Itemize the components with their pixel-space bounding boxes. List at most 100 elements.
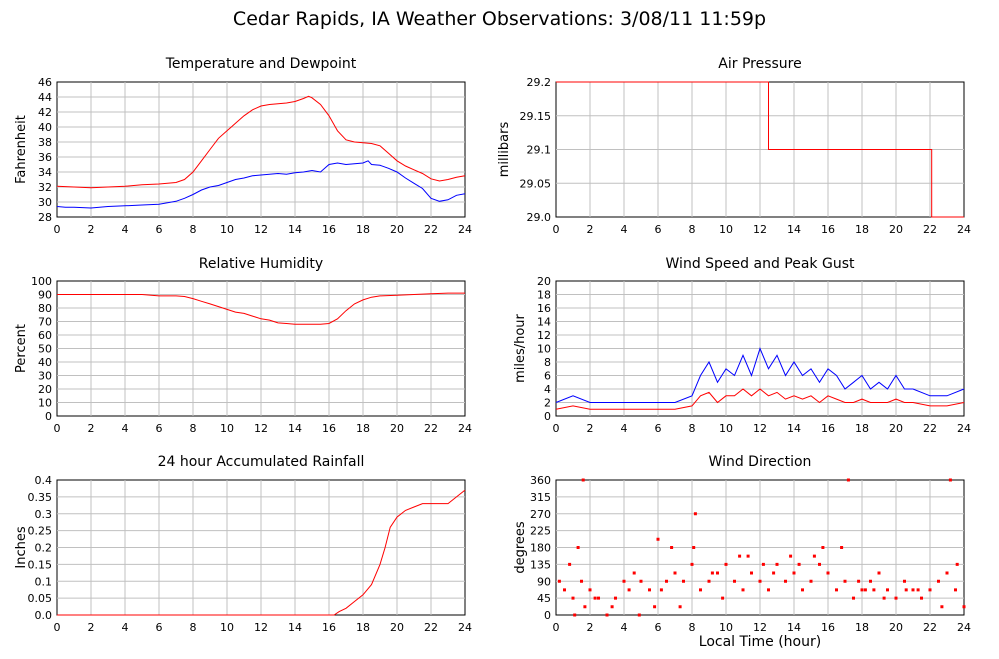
dir-point	[673, 571, 677, 575]
rain-x-tick-label: 18	[356, 621, 370, 634]
rain-y-tick-label: 0.3	[35, 508, 53, 521]
dir-y-tick-label: 135	[530, 558, 551, 571]
temp-y-tick-label: 46	[38, 76, 52, 89]
dir-point	[597, 596, 600, 600]
rh-x-tick-label: 16	[322, 422, 336, 435]
dir-x-tick-label: 18	[855, 621, 869, 634]
rain-x-tick-label: 12	[254, 621, 268, 634]
rain-y-tick-label: 0.4	[35, 474, 53, 487]
wind-x-tick-label: 14	[787, 422, 801, 435]
rain-x-tick-label: 20	[390, 621, 404, 634]
rain-x-tick-label: 8	[190, 621, 197, 634]
dir-point	[882, 596, 886, 600]
dir-x-tick-label: 16	[821, 621, 835, 634]
temp-series-0-line	[56, 95, 466, 189]
pres-y-tick-label: 29.1	[527, 144, 552, 157]
wind-x-tick-label: 18	[855, 422, 869, 435]
dir-x-tick-label: 2	[587, 621, 594, 634]
rh-y-tick-label: 50	[38, 343, 52, 356]
x-axis-title: Local Time (hour)	[698, 634, 822, 650]
rain-x-tick-label: 24	[458, 621, 472, 634]
rh-y-tick-label: 10	[38, 397, 52, 410]
wind-y-tick-label: 0	[544, 410, 551, 423]
temp-x-tick-label: 16	[322, 223, 336, 236]
dir-point	[877, 571, 881, 575]
dir-point	[750, 571, 753, 575]
dir-point	[576, 546, 580, 549]
temp-x-tick-label: 10	[220, 223, 234, 236]
rh-x-tick-label: 8	[190, 422, 197, 435]
rainfall-chart-title: 24 hour Accumulated Rainfall	[157, 454, 365, 470]
dir-point	[857, 579, 861, 583]
wind-x-tick-label: 4	[621, 422, 628, 435]
dir-point	[746, 554, 750, 558]
temp-y-axis-label: Fahrenheit	[14, 115, 29, 184]
rain-x-tick-label: 22	[424, 621, 438, 634]
dir-point	[937, 579, 940, 583]
dir-point	[665, 579, 668, 583]
dir-point	[733, 579, 736, 583]
pres-x-tick-label: 16	[821, 223, 835, 236]
rh-y-tick-label: 30	[38, 370, 52, 383]
dir-point	[940, 605, 944, 609]
pres-x-tick-label: 18	[855, 223, 869, 236]
rain-x-tick-label: 2	[88, 621, 95, 634]
dir-point	[610, 605, 614, 609]
dir-point	[945, 571, 949, 575]
dir-point	[835, 588, 838, 592]
rain-y-tick-label: 0.2	[35, 542, 53, 555]
dir-point	[588, 588, 592, 592]
dir-point	[916, 588, 920, 592]
wind-y-tick-label: 12	[537, 329, 551, 342]
dir-point	[690, 562, 694, 566]
rain-y-axis-label: Inches	[14, 526, 29, 568]
wind-x-tick-label: 12	[753, 422, 767, 435]
dir-y-tick-label: 180	[530, 542, 551, 555]
dir-point	[789, 554, 793, 558]
rain-y-tick-label: 0.35	[28, 491, 53, 504]
dir-x-tick-label: 12	[753, 621, 767, 634]
wind-speed-chart-title: Wind Speed and Peak Gust	[665, 256, 855, 272]
rh-y-tick-label: 100	[31, 275, 52, 288]
wind-x-tick-label: 10	[719, 422, 733, 435]
dir-x-tick-label: 4	[621, 621, 628, 634]
dir-point	[563, 588, 566, 592]
temp-y-tick-label: 30	[38, 196, 52, 209]
rh-y-tick-label: 60	[38, 329, 52, 342]
temp-series-1-line	[56, 160, 466, 209]
dir-point	[843, 579, 847, 583]
wind-series-1-line	[555, 388, 965, 410]
dir-x-tick-label: 6	[655, 621, 662, 634]
pres-y-tick-label: 29.05	[520, 177, 552, 190]
temp-y-tick-label: 36	[38, 151, 52, 164]
wind-y-axis-label: miles/hour	[513, 313, 528, 382]
pres-x-tick-label: 20	[889, 223, 903, 236]
pres-x-tick-label: 24	[957, 223, 971, 236]
temp-x-tick-label: 18	[356, 223, 370, 236]
wind-x-tick-label: 24	[957, 422, 971, 435]
dir-point	[721, 596, 725, 600]
temp-y-tick-label: 32	[38, 181, 52, 194]
dir-point	[872, 588, 876, 592]
dir-point	[710, 571, 714, 575]
dir-point	[622, 579, 626, 583]
dir-point	[797, 562, 801, 566]
dir-point	[580, 579, 583, 583]
dir-point	[692, 546, 696, 549]
dir-point	[954, 588, 957, 592]
pres-x-tick-label: 2	[587, 223, 594, 236]
temp-x-tick-label: 4	[122, 223, 129, 236]
temp-x-tick-label: 6	[156, 223, 163, 236]
dir-point	[568, 562, 572, 566]
dir-point	[852, 596, 855, 600]
wind-x-tick-label: 6	[655, 422, 662, 435]
pres-x-tick-label: 0	[553, 223, 560, 236]
rh-x-tick-label: 14	[288, 422, 302, 435]
rh-x-tick-label: 20	[390, 422, 404, 435]
dir-point	[928, 588, 932, 592]
dir-point	[818, 562, 821, 566]
wind-y-tick-label: 2	[544, 397, 551, 410]
pres-y-axis-label: millibars	[497, 122, 512, 178]
wind-y-tick-label: 16	[537, 302, 551, 315]
